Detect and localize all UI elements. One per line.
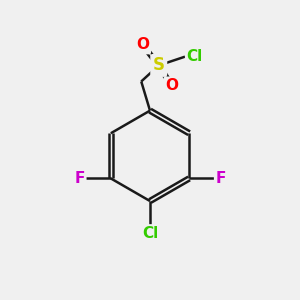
Text: S: S <box>153 56 165 74</box>
Text: F: F <box>74 171 85 186</box>
Text: Cl: Cl <box>142 226 158 241</box>
Text: Cl: Cl <box>187 49 203 64</box>
Text: O: O <box>165 78 178 93</box>
Text: F: F <box>215 171 226 186</box>
Text: O: O <box>136 38 149 52</box>
